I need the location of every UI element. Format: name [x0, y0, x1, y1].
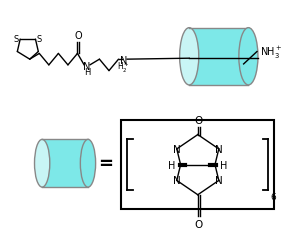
Text: N: N	[215, 176, 223, 186]
Text: N: N	[83, 62, 91, 71]
Ellipse shape	[35, 140, 50, 187]
Text: H: H	[220, 160, 227, 170]
Text: H: H	[84, 68, 90, 77]
Text: H$_2^+$: H$_2^+$	[117, 60, 130, 75]
Text: S: S	[36, 35, 42, 44]
Bar	[121, 121, 274, 209]
Ellipse shape	[239, 29, 258, 86]
Text: NH$_3^+$: NH$_3^+$	[260, 44, 282, 60]
Polygon shape	[42, 140, 88, 187]
Text: O: O	[195, 115, 203, 125]
Polygon shape	[189, 29, 249, 86]
Text: O: O	[74, 30, 82, 40]
Text: 6: 6	[270, 192, 276, 201]
Text: H: H	[168, 160, 176, 170]
Text: N: N	[173, 176, 181, 186]
Ellipse shape	[80, 140, 96, 187]
Text: S: S	[14, 35, 19, 44]
Text: N: N	[215, 144, 223, 154]
Text: O: O	[195, 219, 203, 229]
Ellipse shape	[180, 29, 199, 86]
Text: =: =	[98, 155, 113, 172]
Text: N: N	[120, 56, 127, 66]
Text: N: N	[173, 144, 181, 154]
